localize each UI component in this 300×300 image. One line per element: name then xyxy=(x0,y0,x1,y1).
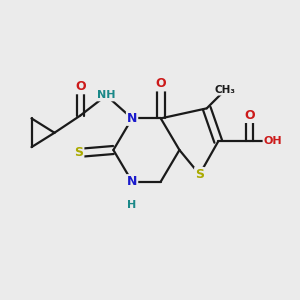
Text: H: H xyxy=(128,200,137,210)
Text: CH₃: CH₃ xyxy=(215,85,236,95)
Text: O: O xyxy=(75,80,86,93)
Text: S: S xyxy=(74,146,83,159)
Text: NH: NH xyxy=(97,90,116,100)
Text: N: N xyxy=(127,175,137,188)
Text: O: O xyxy=(244,109,255,122)
Text: N: N xyxy=(127,112,137,125)
Text: O: O xyxy=(155,77,166,90)
Text: OH: OH xyxy=(263,136,282,146)
Text: S: S xyxy=(195,168,204,181)
